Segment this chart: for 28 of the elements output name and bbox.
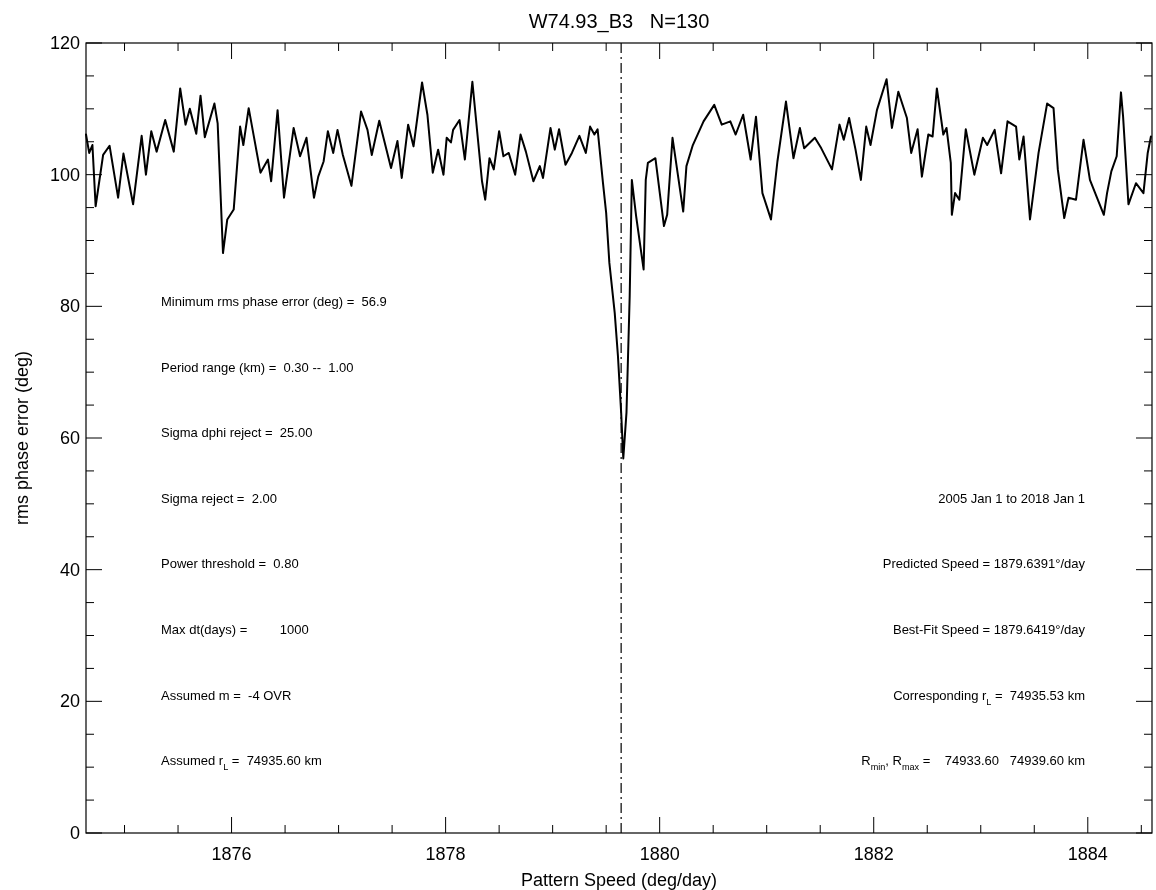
x-tick-label: 1884 xyxy=(1067,844,1108,864)
y-tick-label: 0 xyxy=(69,823,80,843)
x-tick-label: 1876 xyxy=(211,844,252,864)
y-tick-label: 80 xyxy=(59,296,80,317)
x-tick-label: 1878 xyxy=(425,844,466,864)
annotation: Assumed r$_{L}$ = 74935.60 km xyxy=(161,753,322,773)
y-axis-title: rms phase error (deg) xyxy=(12,350,32,526)
annotation: Best-Fit Speed = 1879.6419°/day xyxy=(892,622,1086,637)
y-tick-label: 100 xyxy=(49,164,80,185)
annotation: Predicted Speed = 1879.6391°/day xyxy=(882,556,1086,572)
annotation: 2005 Jan 1 to 2018 Jan 1 xyxy=(938,490,1085,506)
x-tick-label: 1882 xyxy=(853,844,894,864)
x-axis-title: Pattern Speed (deg/day) xyxy=(520,870,718,890)
annotation: Sigma reject = 2.00 xyxy=(161,490,277,506)
chart-title: W74.93_B3 N=130 xyxy=(528,10,710,33)
y-tick-label: 120 xyxy=(49,33,80,53)
annotation: Assumed m = -4 OVR xyxy=(161,687,292,703)
annotation: Max dt(days) = 1000 xyxy=(161,622,309,637)
y-tick-label: 40 xyxy=(59,559,80,580)
y-tick-label: 20 xyxy=(59,691,80,712)
annotation: R$_{min}$, R$_{max}$ = 74933.60 74939.60 km xyxy=(861,753,1085,773)
x-tick-label: 1880 xyxy=(639,844,680,864)
annotation: Sigma dphi reject = 25.00 xyxy=(161,425,313,441)
y-tick-label: 60 xyxy=(59,428,80,448)
annotation: Period range (km) = 0.30 -- 1.00 xyxy=(161,359,354,375)
annotation: Corresponding r$_{L}$ = 74935.53 km xyxy=(893,687,1085,707)
annotation: Power threshold = 0.80 xyxy=(161,556,299,572)
annotation: Minimum rms phase error (deg) = 56.9 xyxy=(161,294,387,309)
